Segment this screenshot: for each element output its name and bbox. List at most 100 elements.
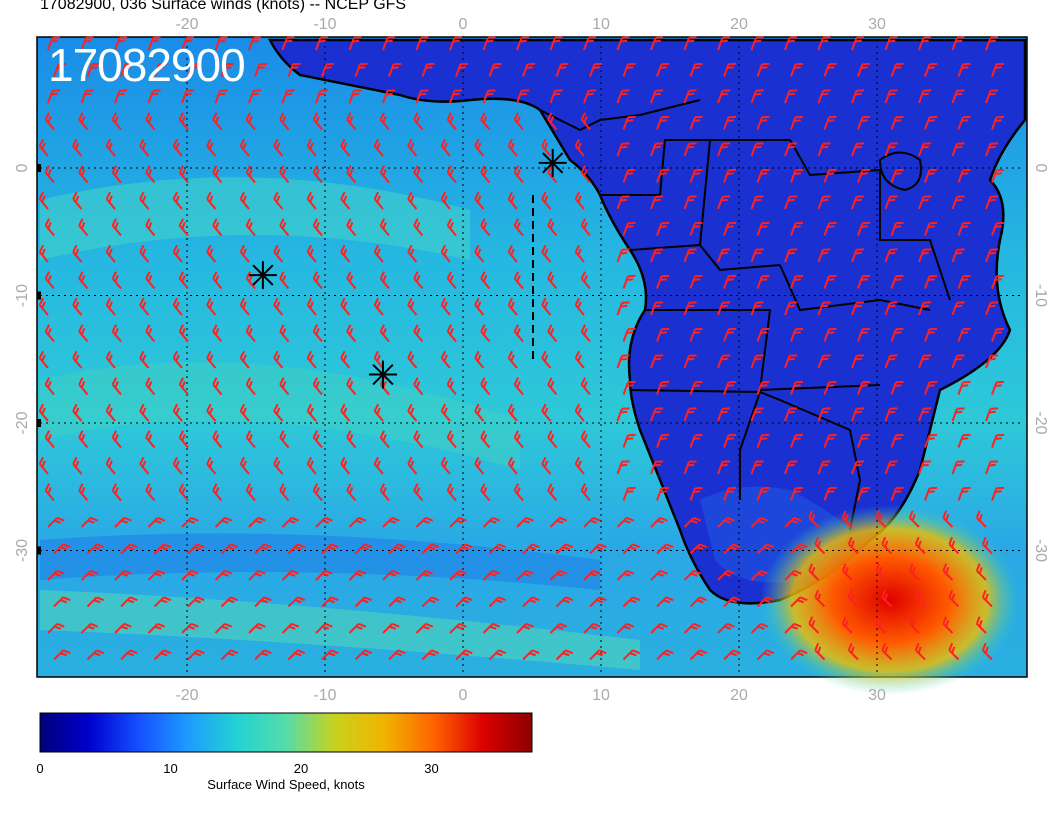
wind-barb [474, 350, 485, 369]
wind-barb [918, 460, 932, 475]
wind-barb [407, 403, 418, 422]
wind-barb [589, 649, 607, 661]
wind-barb [279, 218, 290, 237]
wind-barb [750, 301, 764, 316]
wind-barb [942, 510, 954, 528]
wind-barb [214, 89, 228, 104]
wind-barb [851, 36, 865, 51]
wind-barb [181, 89, 195, 104]
wind-barb [212, 165, 223, 184]
wind-barb [178, 218, 189, 237]
wind-barb [145, 271, 156, 290]
colorbar-tick: 20 [294, 761, 308, 776]
wind-barb [750, 622, 769, 634]
wind-barb [273, 297, 284, 316]
wind-barb [814, 536, 826, 555]
wind-barb [279, 165, 290, 184]
wind-barb [756, 543, 775, 555]
wind-barb [474, 138, 485, 157]
date-stamp: 17082900 [48, 39, 246, 91]
wind-barb [547, 377, 558, 396]
wind-barb [312, 377, 323, 396]
wind-barb [373, 456, 384, 475]
wind-barb [908, 563, 920, 581]
wind-barb [315, 89, 329, 104]
wind-barb [650, 301, 664, 316]
wind-barb [315, 36, 329, 51]
wind-barb [239, 456, 250, 475]
wind-barb [446, 377, 457, 396]
wind-barb [622, 168, 636, 183]
wind-barb [379, 271, 390, 290]
lon-label-top: 30 [868, 16, 886, 33]
marker-1 [538, 148, 567, 177]
wind-barb [120, 62, 134, 77]
wind-barb [474, 297, 485, 316]
wind-barb [951, 248, 965, 263]
wind-barb [346, 218, 357, 237]
wind-barb [756, 327, 770, 342]
wind-barb [918, 407, 932, 422]
lat-label-right: -10 [1032, 284, 1049, 307]
wind-barb [574, 191, 585, 210]
wind-barb [574, 297, 585, 316]
wind-barb [178, 483, 189, 502]
wind-barb [507, 297, 518, 316]
wind-barb [717, 354, 731, 369]
wind-barb [574, 138, 585, 157]
wind-barb [382, 569, 400, 581]
wind-barb [114, 89, 128, 104]
wind-barb [72, 456, 83, 475]
wind-barb [823, 380, 837, 395]
wind-barb [44, 271, 55, 290]
wind-barb [373, 191, 384, 210]
wind-barb [105, 456, 116, 475]
wind-barb [650, 142, 664, 157]
wind-barb [918, 89, 932, 104]
wind-barb [823, 115, 837, 130]
wind-barb [784, 569, 802, 581]
wind-barb [474, 191, 485, 210]
wind-barb [312, 430, 323, 449]
wind-barb [723, 221, 737, 236]
wind-barb [875, 563, 887, 581]
wind-barb [817, 36, 831, 51]
wind-barb [306, 350, 317, 369]
wind-barb [354, 649, 373, 661]
lon-label-bottom: -10 [313, 687, 336, 704]
wind-barb [220, 649, 239, 661]
wind-barb [248, 516, 266, 528]
wind-barb [145, 324, 156, 343]
wind-barb [817, 407, 831, 422]
wind-barb [723, 596, 741, 608]
wind-barb [784, 89, 798, 104]
wind-barb [689, 596, 708, 608]
wind-barb [991, 115, 1005, 130]
wind-barb [616, 569, 635, 581]
wind-barb [513, 271, 524, 290]
wind-barb [348, 516, 367, 528]
wind-barb [790, 596, 808, 608]
wind-barb [924, 62, 938, 77]
wind-barb [415, 36, 429, 51]
wind-barb [790, 543, 808, 555]
wind-barb [86, 649, 105, 661]
wind-barb [72, 244, 83, 263]
wind-barb [723, 168, 737, 183]
wind-barb [346, 483, 357, 502]
wind-barb [683, 142, 697, 157]
wind-barb [306, 244, 317, 263]
wind-barb [80, 516, 99, 528]
wind-barb [78, 218, 89, 237]
wind-barb [823, 168, 837, 183]
wind-barb [321, 543, 339, 555]
wind-barb [957, 168, 971, 183]
wind-barb [924, 168, 938, 183]
wind-barb [306, 403, 317, 422]
wind-barb [279, 271, 290, 290]
wind-barb [446, 112, 457, 131]
wind-barb [750, 354, 764, 369]
wind-barb [918, 248, 932, 263]
wind-barb [823, 486, 837, 501]
wind-barb [147, 516, 166, 528]
